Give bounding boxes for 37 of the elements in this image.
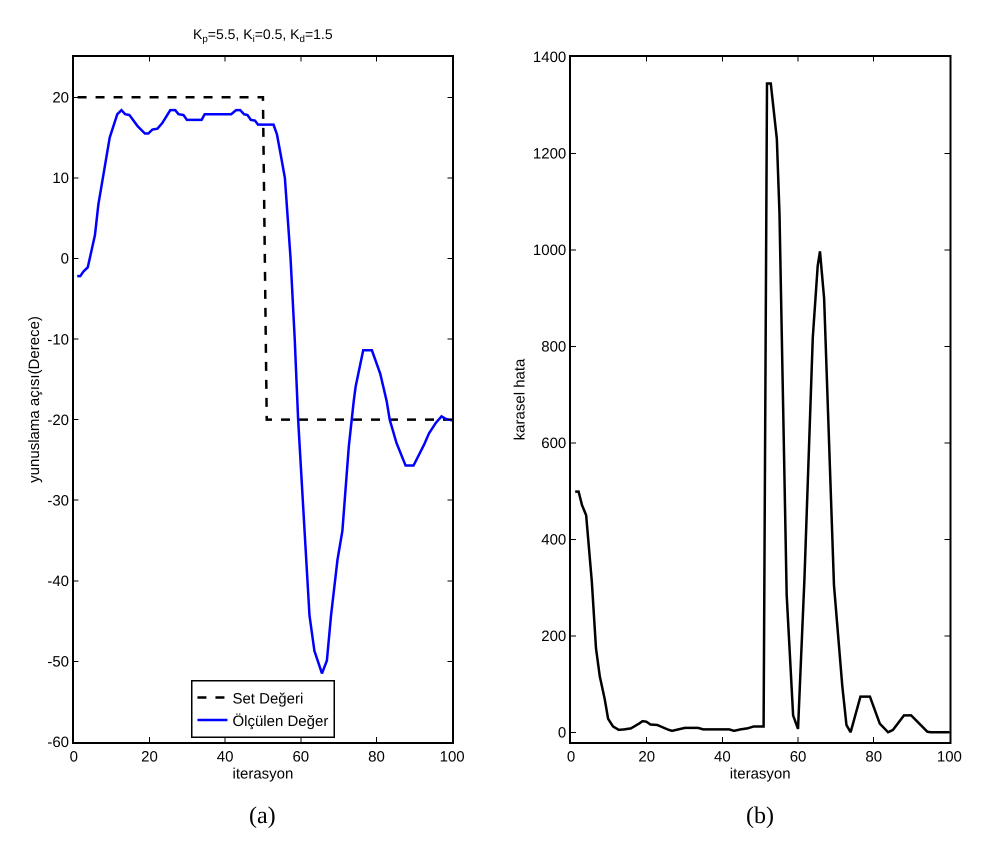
chart-title: K$_{p}$=5.5, K$_{i}$=0.5, K$_{d}$=1.5 <box>193 26 333 45</box>
x-tick-label: 80 <box>865 748 882 766</box>
x-tick-label: 20 <box>638 748 656 766</box>
y-tick-label: 0 <box>60 250 70 268</box>
x-tick-label: 60 <box>292 748 310 766</box>
line-series <box>76 108 452 675</box>
y-tick-label: 1400 <box>532 49 566 66</box>
x-tick-label: 40 <box>714 748 731 766</box>
x-tick-label: 80 <box>368 748 385 766</box>
legend-label: Ölçülen Değer <box>232 712 328 730</box>
y-tick-label: 600 <box>541 435 566 452</box>
y-tick-label: -30 <box>47 492 70 510</box>
x-tick-label: 20 <box>141 748 158 766</box>
legend-label: Set Değeri <box>232 690 304 708</box>
y-tick-label: -10 <box>47 331 70 348</box>
x-tick-label: 40 <box>216 748 234 766</box>
y-axis-title: yunuslama açısı(Derece) <box>26 316 44 483</box>
x-tick-label: 100 <box>936 748 962 766</box>
y-tick-label: 0 <box>558 724 566 742</box>
x-axis-title: iterasyon <box>730 766 791 783</box>
y-tick-label: -20 <box>47 412 70 429</box>
y-tick-label: 1200 <box>532 146 566 163</box>
y-tick-label: -40 <box>47 573 70 590</box>
text: (b) <box>746 803 774 829</box>
y-axis-title: karasel hata <box>512 358 529 440</box>
y-tick-label: -60 <box>47 734 70 752</box>
y-tick-label: -50 <box>47 654 70 671</box>
y-tick-label: 20 <box>52 90 70 107</box>
x-tick-label: 100 <box>440 748 465 766</box>
y-tick-label: 1000 <box>532 242 566 260</box>
y-tick-label: 200 <box>541 628 566 646</box>
x-tick-label: 60 <box>790 748 806 766</box>
y-tick-label: 400 <box>541 532 566 549</box>
y-tick-label: 10 <box>52 170 70 188</box>
y-tick-label: 800 <box>541 338 566 356</box>
x-axis-title: iterasyon <box>232 766 294 783</box>
text: (a) <box>249 803 276 829</box>
